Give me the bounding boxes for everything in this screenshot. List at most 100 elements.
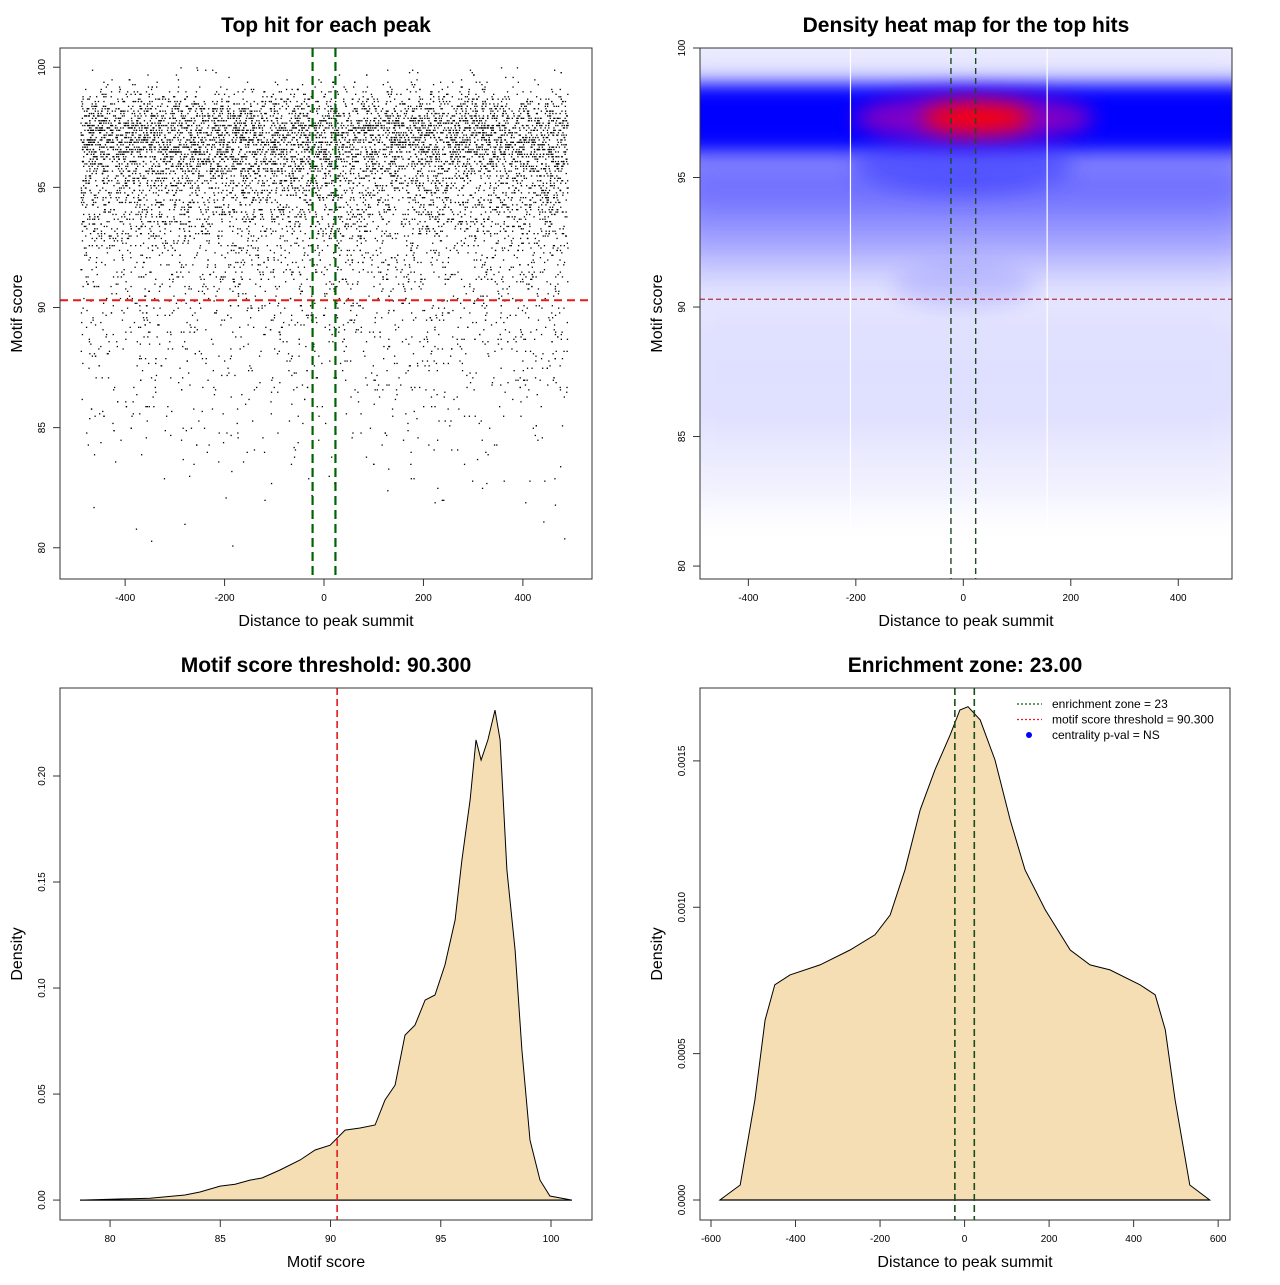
scatter-point bbox=[173, 106, 174, 107]
scatter-point bbox=[540, 99, 541, 100]
scatter-point bbox=[442, 154, 443, 155]
scatter-point bbox=[455, 127, 456, 128]
scatter-point bbox=[470, 166, 471, 167]
scatter-point bbox=[132, 149, 133, 150]
scatter-point bbox=[373, 139, 374, 140]
scatter-point bbox=[341, 123, 342, 124]
scatter-point bbox=[460, 317, 461, 318]
scatter-point bbox=[235, 195, 236, 196]
scatter-point bbox=[165, 240, 166, 241]
scatter-point bbox=[117, 139, 118, 140]
scatter-point bbox=[82, 96, 83, 97]
scatter-point bbox=[125, 199, 126, 200]
scatter-point bbox=[89, 168, 90, 169]
scatter-point bbox=[357, 281, 358, 282]
scatter-point bbox=[472, 123, 473, 124]
scatter-point bbox=[441, 226, 442, 227]
scatter-point bbox=[362, 209, 363, 210]
scatter-point bbox=[222, 171, 223, 172]
scatter-point bbox=[230, 171, 231, 172]
scatter-point bbox=[278, 209, 279, 210]
scatter-point bbox=[231, 435, 232, 436]
scatter-point bbox=[493, 257, 494, 258]
scatter-point bbox=[306, 103, 307, 104]
scatter-point bbox=[481, 204, 482, 205]
scatter-point bbox=[533, 166, 534, 167]
scatter-point bbox=[515, 168, 516, 169]
scatter-point bbox=[156, 192, 157, 193]
scatter-point bbox=[386, 235, 387, 236]
scatter-point bbox=[322, 406, 323, 407]
scatter-point bbox=[461, 240, 462, 241]
scatter-point bbox=[142, 370, 143, 371]
scatter-point bbox=[505, 204, 506, 205]
scatter-point bbox=[398, 377, 399, 378]
scatter-point bbox=[375, 108, 376, 109]
scatter-point bbox=[223, 413, 224, 414]
scatter-point bbox=[511, 192, 512, 193]
scatter-point bbox=[248, 399, 249, 400]
scatter-point bbox=[422, 360, 423, 361]
scatter-point bbox=[114, 219, 115, 220]
scatter-point bbox=[423, 166, 424, 167]
scatter-point bbox=[354, 166, 355, 167]
scatter-point bbox=[330, 142, 331, 143]
scatter-point bbox=[392, 175, 393, 176]
scatter-point bbox=[178, 240, 179, 241]
scatter-point bbox=[487, 279, 488, 280]
scatter-point bbox=[555, 161, 556, 162]
scatter-point bbox=[199, 125, 200, 126]
scatter-point bbox=[104, 120, 105, 121]
scatter-point bbox=[491, 202, 492, 203]
scatter-point bbox=[215, 187, 216, 188]
scatter-point bbox=[348, 226, 349, 227]
scatter-point bbox=[284, 190, 285, 191]
scatter-point bbox=[481, 168, 482, 169]
scatter-point bbox=[216, 310, 217, 311]
scatter-point bbox=[247, 240, 248, 241]
scatter-point bbox=[526, 185, 527, 186]
scatter-point bbox=[543, 202, 544, 203]
scatter-point bbox=[128, 123, 129, 124]
scatter-point bbox=[145, 358, 146, 359]
scatter-point bbox=[113, 334, 114, 335]
scatter-point bbox=[418, 233, 419, 234]
scatter-point bbox=[530, 103, 531, 104]
scatter-point bbox=[340, 142, 341, 143]
scatter-point bbox=[82, 149, 83, 150]
scatter-point bbox=[298, 108, 299, 109]
scatter-point bbox=[435, 502, 436, 503]
scatter-point bbox=[252, 247, 253, 248]
scatter-point bbox=[331, 135, 332, 136]
scatter-point bbox=[165, 228, 166, 229]
scatter-point bbox=[134, 91, 135, 92]
scatter-point bbox=[166, 264, 167, 265]
scatter-point bbox=[109, 238, 110, 239]
scatter-point bbox=[542, 272, 543, 273]
scatter-point bbox=[448, 142, 449, 143]
scatter-point bbox=[238, 147, 239, 148]
scatter-point bbox=[415, 180, 416, 181]
scatter-point bbox=[359, 219, 360, 220]
scatter-point bbox=[133, 197, 134, 198]
scatter-point bbox=[274, 106, 275, 107]
scatter-point bbox=[247, 82, 248, 83]
scatter-point bbox=[197, 103, 198, 104]
scatter-point bbox=[274, 113, 275, 114]
scatter-point bbox=[271, 151, 272, 152]
scatter-point bbox=[286, 151, 287, 152]
scatter-point bbox=[399, 190, 400, 191]
scatter-point bbox=[303, 168, 304, 169]
scatter-point bbox=[549, 190, 550, 191]
scatter-point bbox=[214, 202, 215, 203]
scatter-point bbox=[369, 166, 370, 167]
scatter-point bbox=[240, 228, 241, 229]
scatter-point bbox=[436, 250, 437, 251]
scatter-point bbox=[328, 111, 329, 112]
scatter-point bbox=[236, 168, 237, 169]
scatter-point bbox=[523, 274, 524, 275]
scatter-point bbox=[331, 183, 332, 184]
scatter-point bbox=[477, 139, 478, 140]
scatter-point bbox=[300, 161, 301, 162]
scatter-point bbox=[103, 166, 104, 167]
